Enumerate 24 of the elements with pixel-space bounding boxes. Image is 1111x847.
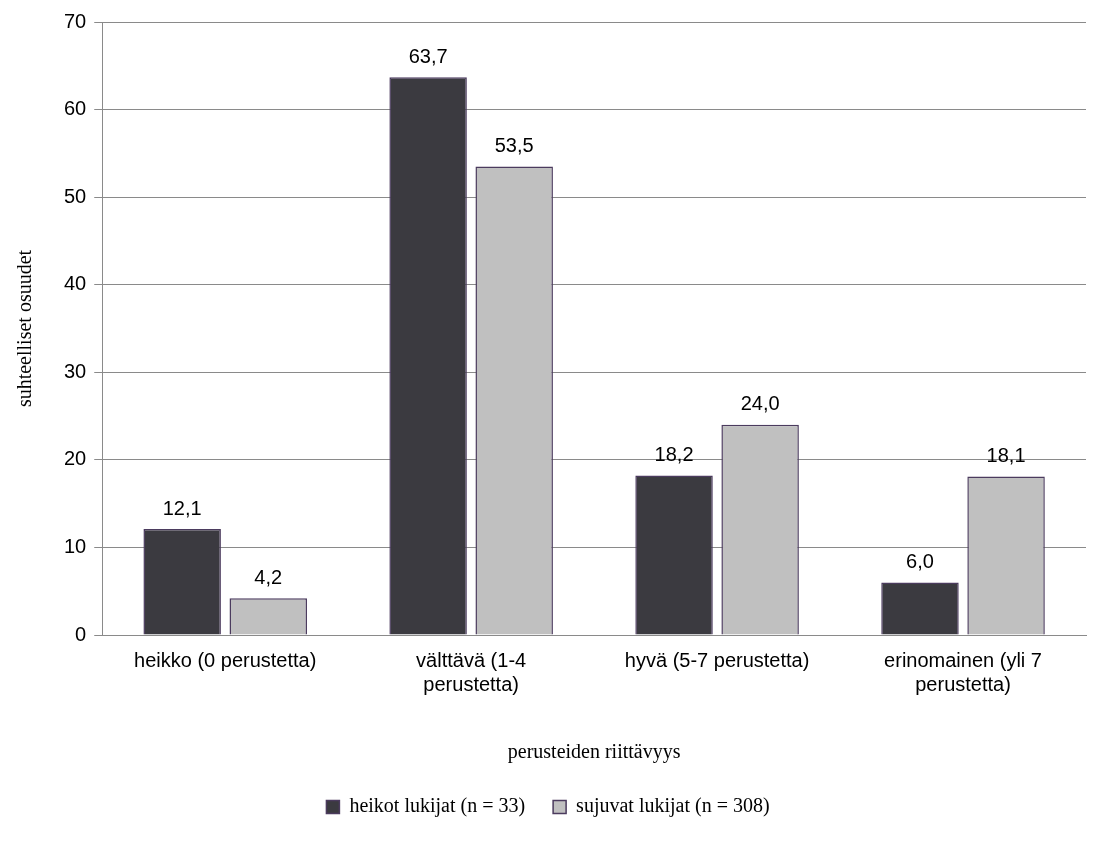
y-tick-label: 50 [64, 184, 87, 207]
legend-label: heikot lukijat (n = 33) [349, 794, 526, 818]
data-label: 63,7 [408, 44, 448, 67]
y-tick-label: 0 [75, 622, 87, 645]
data-label: 12,1 [162, 496, 202, 519]
data-label: 4,2 [254, 565, 283, 588]
x-tick-label: heikko (0 perustetta) [134, 648, 317, 671]
x-axis-title: perusteiden riittävyys [507, 740, 681, 764]
data-label: 18,1 [986, 444, 1026, 467]
x-tick-label: hyvä (5-7 perustetta) [624, 648, 810, 671]
data-label: 18,2 [654, 443, 694, 466]
data-label: 6,0 [906, 549, 934, 572]
data-label: 24,0 [740, 392, 780, 415]
data-label: 53,5 [494, 134, 534, 157]
y-tick-label: 40 [64, 272, 87, 295]
legend-label: sujuvat lukijat (n = 308) [576, 794, 770, 818]
y-axis-title: suhteelliset osuudet [13, 249, 36, 408]
x-tick-label: välttävä (1-4 perustetta) [416, 648, 527, 695]
y-tick-label: 60 [64, 97, 87, 120]
x-tick-label: erinomainen (yli 7 perustetta) [884, 648, 1042, 695]
y-tick-label: 10 [64, 534, 87, 557]
y-tick-label: 20 [64, 447, 87, 470]
y-tick-label: 70 [64, 9, 87, 32]
y-tick-label: 30 [64, 359, 87, 382]
